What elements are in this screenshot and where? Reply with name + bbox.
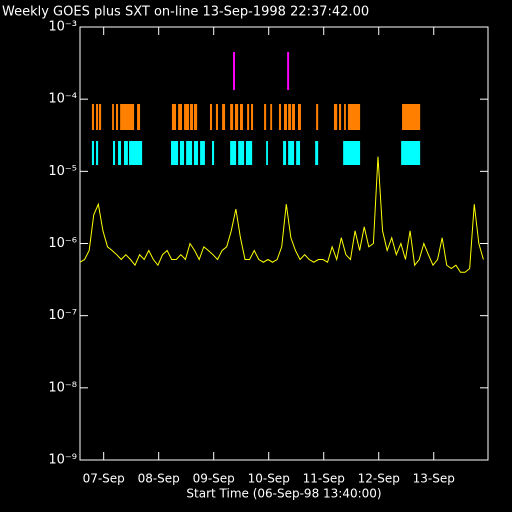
- coverage-bar: [178, 104, 182, 130]
- coverage-bar: [230, 104, 234, 130]
- y-tick-label: 10⁻³: [48, 20, 77, 35]
- coverage-bar: [288, 141, 295, 165]
- x-tick-label: 08-Sep: [138, 472, 180, 486]
- coverage-bar: [292, 104, 296, 130]
- x-tick-label: 07-Sep: [83, 472, 125, 486]
- coverage-bar: [266, 141, 268, 165]
- coverage-bar: [339, 104, 342, 130]
- coverage-bar: [278, 104, 282, 130]
- coverage-bar: [238, 141, 245, 165]
- coverage-bar: [250, 104, 254, 130]
- coverage-bar: [96, 104, 99, 130]
- coverage-bar: [234, 104, 239, 130]
- coverage-bar: [91, 141, 94, 165]
- x-tick-label: 12-Sep: [358, 472, 400, 486]
- x-tick-label: 13-Sep: [413, 472, 455, 486]
- coverage-bar: [96, 141, 99, 165]
- coverage-bar: [99, 104, 102, 130]
- coverage-bar: [239, 104, 243, 130]
- coverage-bar: [115, 104, 119, 130]
- coverage-bar: [118, 141, 122, 165]
- x-tick-label: 10-Sep: [248, 472, 290, 486]
- y-tick-label: 10⁻⁵: [48, 164, 77, 179]
- coverage-bar: [247, 104, 250, 130]
- y-tick-label: 10⁻⁹: [48, 453, 77, 468]
- coverage-bar: [190, 104, 194, 130]
- x-axis-label: Start Time (06-Sep-98 13:40:00): [186, 487, 381, 501]
- coverage-bar: [402, 104, 421, 130]
- y-tick-label: 10⁻⁷: [48, 308, 77, 323]
- coverage-bar: [344, 104, 346, 130]
- coverage-bar: [297, 104, 301, 130]
- coverage-bar: [288, 104, 292, 130]
- coverage-bar: [284, 104, 287, 130]
- coverage-bar: [222, 104, 226, 130]
- coverage-bar: [343, 141, 361, 165]
- coverage-bar: [347, 104, 361, 130]
- coverage-bar: [316, 104, 319, 130]
- coverage-bar: [264, 104, 267, 130]
- coverage-bar: [113, 141, 116, 165]
- coverage-bar: [401, 141, 421, 165]
- coverage-bar: [315, 141, 319, 165]
- coverage-bar: [91, 104, 94, 130]
- coverage-bar: [270, 104, 273, 130]
- coverage-bar: [209, 104, 213, 130]
- coverage-bar: [333, 104, 338, 130]
- coverage-bar: [215, 104, 218, 130]
- coverage-bar: [283, 141, 287, 165]
- x-tick-label: 11-Sep: [303, 472, 345, 486]
- coverage-bar: [200, 141, 205, 165]
- y-tick-label: 10⁻⁶: [48, 236, 77, 251]
- coverage-bar: [230, 141, 237, 165]
- coverage-bar: [184, 104, 190, 130]
- x-tick-label: 09-Sep: [193, 472, 235, 486]
- coverage-bar: [296, 141, 301, 165]
- plot-frame: [79, 26, 489, 461]
- coverage-bar: [186, 141, 193, 165]
- flux-line: [79, 156, 484, 273]
- coverage-bar: [120, 104, 135, 130]
- coverage-bar: [129, 141, 143, 165]
- coverage-bar: [112, 104, 114, 130]
- coverage-bar: [193, 104, 198, 130]
- coverage-bar: [137, 104, 141, 130]
- y-tick-label: 10⁻⁴: [48, 92, 77, 107]
- chart-title: Weekly GOES plus SXT on-line 13-Sep-1998…: [2, 5, 369, 20]
- coverage-bar: [245, 141, 253, 165]
- coverage-bar: [193, 141, 199, 165]
- coverage-bar: [170, 141, 179, 165]
- coverage-bar: [179, 141, 185, 165]
- coverage-bar: [171, 104, 177, 130]
- coverage-bar: [212, 141, 215, 165]
- coverage-bar: [124, 141, 128, 165]
- y-tick-label: 10⁻⁸: [48, 380, 77, 395]
